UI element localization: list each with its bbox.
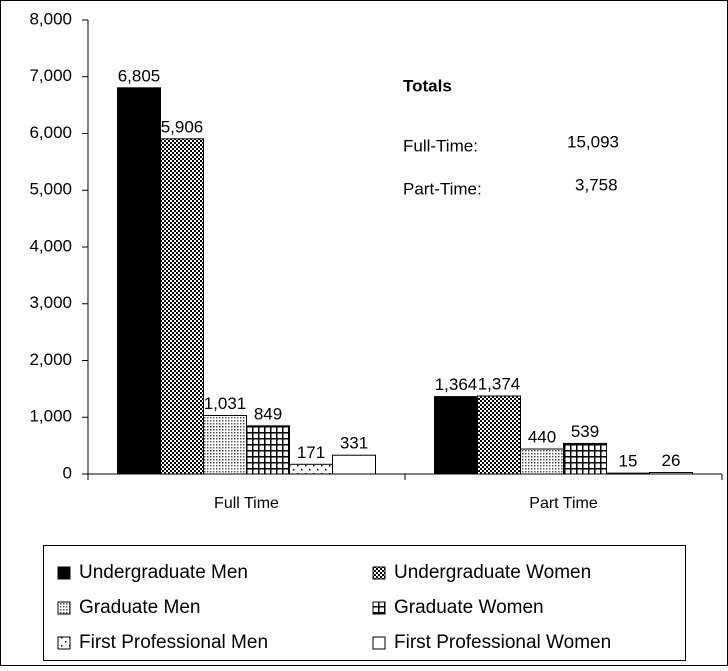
legend-label: First Professional Women bbox=[394, 632, 611, 653]
value-label: 15 bbox=[619, 452, 638, 471]
bar bbox=[160, 138, 204, 475]
legend-label: Undergraduate Men bbox=[79, 562, 248, 583]
totals-title: Totals bbox=[403, 76, 452, 95]
value-label: 1,364 bbox=[435, 375, 478, 394]
totals-value: 3,758 bbox=[575, 175, 618, 194]
value-label: 1,031 bbox=[204, 394, 247, 413]
legend-box bbox=[43, 545, 686, 661]
legend-swatch bbox=[57, 566, 71, 580]
y-tick-label: 1,000 bbox=[29, 407, 72, 426]
legend-label: Undergraduate Women bbox=[394, 562, 591, 583]
legend-swatch bbox=[372, 636, 386, 650]
x-tick-label: Full Time bbox=[214, 495, 279, 512]
bar bbox=[477, 395, 521, 475]
x-tick-label: Part Time bbox=[529, 495, 598, 512]
legend-label: Graduate Men bbox=[79, 597, 200, 618]
legend-swatch bbox=[372, 566, 386, 580]
y-tick-label: 0 bbox=[63, 463, 72, 482]
value-label: 6,805 bbox=[118, 66, 161, 85]
bar bbox=[246, 425, 290, 475]
y-tick-label: 6,000 bbox=[29, 123, 72, 142]
value-label: 1,374 bbox=[478, 375, 521, 394]
bar bbox=[289, 463, 333, 475]
value-label: 440 bbox=[528, 428, 556, 447]
bar bbox=[434, 396, 478, 475]
y-tick-label: 3,000 bbox=[29, 293, 72, 312]
bar bbox=[520, 448, 564, 475]
value-label: 5,906 bbox=[161, 117, 204, 136]
legend-label: First Professional Men bbox=[79, 632, 268, 653]
value-label: 171 bbox=[297, 443, 325, 462]
y-tick-label: 2,000 bbox=[29, 350, 72, 369]
legend-swatch bbox=[372, 601, 386, 615]
bar bbox=[332, 454, 376, 475]
legend-swatch bbox=[57, 636, 71, 650]
bar bbox=[117, 87, 161, 475]
bar bbox=[649, 472, 693, 475]
legend-label: Graduate Women bbox=[394, 597, 544, 618]
value-label: 331 bbox=[340, 434, 368, 453]
value-label: 539 bbox=[571, 422, 599, 441]
y-tick-label: 8,000 bbox=[29, 9, 72, 28]
legend-swatch bbox=[57, 601, 71, 615]
value-label: 849 bbox=[254, 404, 282, 423]
bar bbox=[606, 472, 650, 475]
bar bbox=[563, 442, 607, 475]
bar bbox=[203, 414, 247, 475]
legend: Undergraduate Men Undergraduate Women Grad… bbox=[57, 562, 611, 653]
totals-value: 15,093 bbox=[567, 132, 619, 151]
value-label: 26 bbox=[662, 451, 681, 470]
y-tick-label: 4,000 bbox=[29, 236, 72, 255]
totals-label: Part-Time: bbox=[403, 179, 482, 198]
totals-label: Full-Time: bbox=[403, 136, 478, 155]
y-tick-label: 5,000 bbox=[29, 180, 72, 199]
y-tick-label: 7,000 bbox=[29, 66, 72, 85]
